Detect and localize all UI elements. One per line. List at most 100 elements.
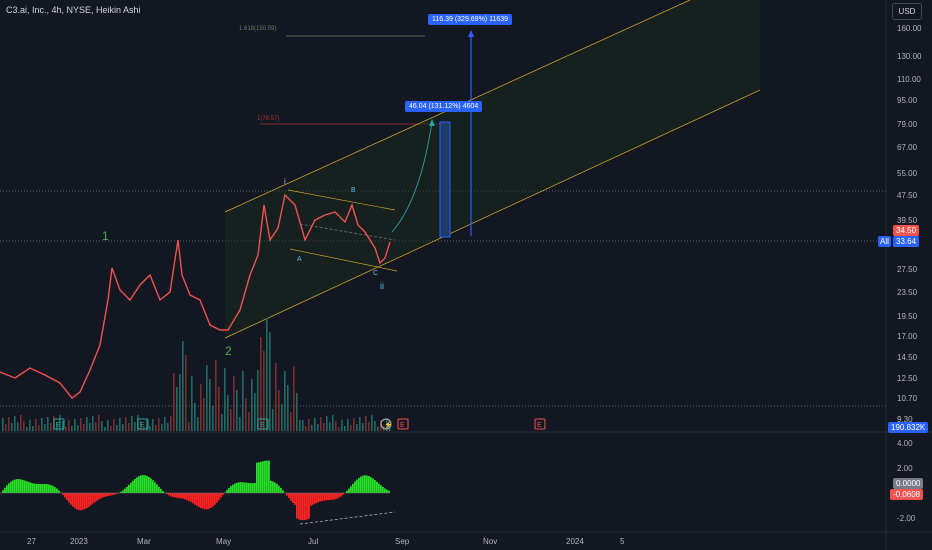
- price-tick-label: 23.50: [897, 288, 918, 297]
- osc-bar: [358, 477, 360, 493]
- projection-path[interactable]: [391, 121, 433, 233]
- osc-bar: [30, 482, 32, 493]
- volume-bar: [68, 420, 70, 431]
- time-axis[interactable]: 27 2023 Mar May Jul Sep Nov 2024 5: [27, 537, 625, 546]
- volume-bar: [311, 425, 313, 431]
- osc-bar: [122, 490, 124, 493]
- volume-bar: [8, 417, 10, 431]
- volume-bar: [20, 415, 22, 431]
- volume-bar: [26, 427, 28, 431]
- volume-bar: [14, 416, 16, 431]
- volume-bar: [152, 419, 154, 431]
- volume-bar: [17, 422, 19, 431]
- osc-bar: [92, 493, 94, 504]
- volume-bar: [194, 403, 196, 431]
- volume-bar: [209, 379, 211, 431]
- osc-bar: [346, 490, 348, 493]
- time-tick-label: 5: [620, 537, 625, 546]
- osc-bar: [84, 493, 86, 510]
- measure-callout-big[interactable]: 116.39 (329.69%) 11639: [428, 14, 513, 25]
- osc-bar: [168, 493, 170, 496]
- measure-callout-small[interactable]: 46.04 (131.12%) 4604: [405, 101, 483, 112]
- osc-bar: [320, 493, 322, 502]
- correction-upper-line[interactable]: [287, 189, 396, 211]
- osc-bar: [62, 493, 64, 496]
- price-tick-label: 95.00: [897, 96, 918, 105]
- event-markers[interactable]: E E E ⚡ E E: [53, 418, 546, 430]
- osc-bar: [222, 493, 224, 496]
- wave-label-1: 1: [102, 229, 109, 243]
- volume-bar: [44, 424, 46, 431]
- osc-bar: [120, 491, 122, 493]
- price-badge-red: 34.50: [893, 225, 920, 236]
- lightning-icon[interactable]: [380, 418, 392, 430]
- event-marker-1[interactable]: [53, 418, 65, 430]
- wave-label-ii: ii: [380, 281, 384, 291]
- volume-bar: [119, 418, 121, 431]
- volume-bar: [248, 412, 250, 431]
- event-marker-5[interactable]: [534, 418, 546, 430]
- event-marker-3[interactable]: [257, 418, 269, 430]
- volume-bar: [179, 374, 181, 431]
- volume-bar: [128, 423, 130, 431]
- time-tick-label: Nov: [483, 537, 497, 546]
- osc-bar: [270, 480, 272, 493]
- volume-bar: [365, 416, 367, 431]
- osc-bar: [200, 493, 202, 509]
- all-tag[interactable]: All: [878, 236, 891, 247]
- volume-bar: [374, 421, 376, 431]
- osc-bar: [100, 493, 102, 499]
- channel-lower-line[interactable]: [224, 89, 761, 339]
- currency-button[interactable]: USD: [892, 3, 922, 20]
- osc-bar: [322, 493, 324, 501]
- osc-bar: [16, 479, 18, 493]
- volume-bar: [320, 417, 322, 431]
- osc-tick-label: -2.00: [897, 514, 916, 523]
- osc-bar: [150, 478, 152, 493]
- volume-bar: [59, 415, 61, 431]
- osc-bar: [364, 475, 366, 493]
- event-marker-4-label: E: [400, 422, 405, 429]
- osc-bar: [266, 460, 268, 493]
- osc-bar: [228, 487, 230, 493]
- osc-bar: [198, 493, 200, 508]
- dashed-trend-line: [299, 223, 396, 241]
- osc-bar: [24, 480, 26, 493]
- osc-bar: [166, 493, 168, 495]
- osc-bar: [20, 479, 22, 493]
- osc-bar: [174, 493, 176, 498]
- event-marker-2[interactable]: [137, 418, 149, 430]
- osc-bar: [342, 493, 344, 495]
- osc-bar: [182, 493, 184, 499]
- osc-bar: [232, 484, 234, 493]
- price-tick-label: 10.70: [897, 394, 918, 403]
- volume-bar: [323, 423, 325, 431]
- volume-bar: [233, 376, 235, 431]
- price-axis[interactable]: 160.00 130.00 110.00 95.00 79.00 67.00 55.00 47…: [897, 24, 922, 424]
- volume-bar: [290, 412, 292, 431]
- osc-bar: [378, 483, 380, 493]
- event-marker-4[interactable]: [397, 418, 409, 430]
- osc-bar: [142, 475, 144, 493]
- osc-bar: [192, 493, 194, 504]
- measure-box-small[interactable]: [439, 121, 451, 238]
- osc-bar: [80, 493, 82, 511]
- osc-bar: [130, 482, 132, 493]
- osc-tick-label: 2.00: [897, 464, 913, 473]
- correction-lower-line[interactable]: [289, 248, 398, 272]
- volume-bar: [287, 385, 289, 431]
- osc-bar: [98, 493, 100, 500]
- fib-1-label: 1(78.57): [257, 116, 280, 122]
- osc-bar: [276, 483, 278, 493]
- volume-bar: [182, 341, 184, 431]
- oscillator-axis[interactable]: 4.00 2.00 -2.00: [897, 439, 916, 523]
- osc-tick-label: 4.00: [897, 439, 913, 448]
- volume-bar: [134, 422, 136, 431]
- volume-bar: [200, 384, 202, 431]
- volume-bar: [140, 421, 142, 431]
- wave-label-2: 2: [225, 344, 232, 358]
- oscillator-histogram: [2, 460, 390, 521]
- osc-bar: [254, 482, 256, 493]
- osc-bar: [8, 483, 10, 493]
